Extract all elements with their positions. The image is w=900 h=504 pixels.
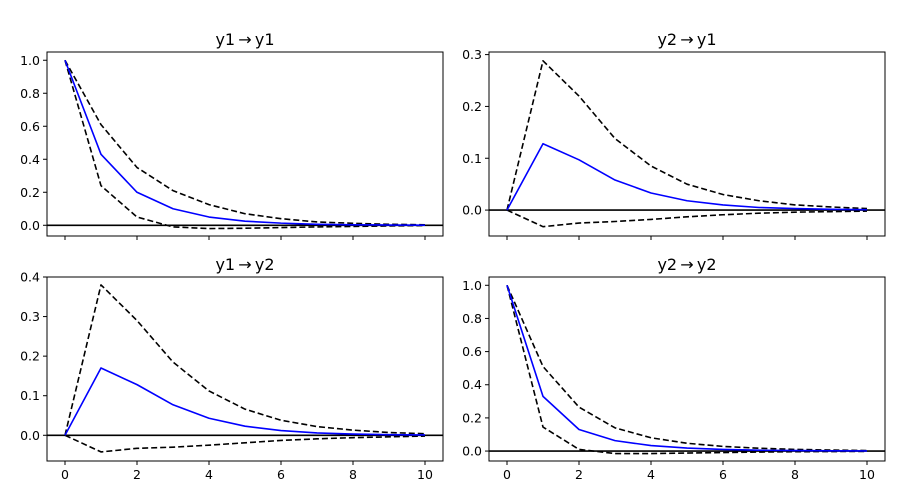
x-tick-label: 4 xyxy=(647,467,655,482)
panel-title: y1 → y1 xyxy=(215,30,274,49)
x-tick-label: 4 xyxy=(205,467,213,482)
x-tick-label: 10 xyxy=(417,467,433,482)
y-tick-label: 0.0 xyxy=(20,218,40,233)
series-lower xyxy=(506,285,868,455)
y-tick-label: 0.1 xyxy=(462,151,482,166)
y-tick-label: 0.2 xyxy=(462,99,482,114)
irf-panel-0: y1 → y1 0.0 0.2 0.4 0.6 0.8 1.0 xyxy=(20,30,444,240)
y-tick-label: 0.0 xyxy=(462,444,482,459)
y-tick-label: 0.8 xyxy=(20,86,40,101)
y-tick-label: 0.0 xyxy=(20,428,40,443)
y-tick-label: 0.4 xyxy=(20,270,40,285)
y-tick-label: 0.6 xyxy=(20,119,40,134)
series-upper xyxy=(506,60,868,211)
x-tick-label: 0 xyxy=(61,467,69,482)
y-tick-label: 0.0 xyxy=(462,203,482,218)
panel-title: y2 → y1 xyxy=(657,30,716,49)
series-lower xyxy=(64,60,426,230)
irf-panel-3: y2 → y2 0.0 0.2 0.4 0.6 0.8 1.0 0 2 4 6 8 10 xyxy=(462,255,886,482)
series-irf xyxy=(506,142,868,211)
y-tick-label: 1.0 xyxy=(462,278,482,293)
series-upper xyxy=(64,59,426,226)
x-tick-label: 6 xyxy=(719,467,727,482)
series-upper xyxy=(64,284,426,436)
series-lower xyxy=(506,209,868,228)
y-tick-label: 0.2 xyxy=(462,410,482,425)
axes-frame xyxy=(46,51,444,237)
y-tick-label: 0.4 xyxy=(462,377,482,392)
series-upper xyxy=(506,284,868,452)
x-tick-label: 0 xyxy=(503,467,511,482)
panel-title: y1 → y2 xyxy=(215,255,274,274)
y-tick-label: 0.6 xyxy=(462,344,482,359)
irf-panel-1: y2 → y1 0.0 0.1 0.2 0.3 xyxy=(462,30,886,240)
y-tick-label: 1.0 xyxy=(20,53,40,68)
irf-panel-2: y1 → y2 0.0 0.1 0.2 0.3 0.4 0 2 4 6 8 10 xyxy=(20,255,444,482)
series-irf xyxy=(64,59,426,226)
x-tick-label: 2 xyxy=(133,467,141,482)
y-tick-label: 0.1 xyxy=(20,388,40,403)
series-irf xyxy=(64,367,426,436)
y-tick-label: 0.2 xyxy=(20,185,40,200)
x-tick-label: 8 xyxy=(791,467,799,482)
series-lower xyxy=(64,434,426,453)
axes-frame xyxy=(488,51,886,237)
y-tick-label: 0.3 xyxy=(20,309,40,324)
panel-title: y2 → y2 xyxy=(657,255,716,274)
y-tick-label: 0.8 xyxy=(462,311,482,326)
x-tick-label: 8 xyxy=(349,467,357,482)
y-tick-label: 0.4 xyxy=(20,152,40,167)
series-irf xyxy=(506,285,868,452)
axes-frame xyxy=(488,276,886,462)
x-tick-label: 2 xyxy=(575,467,583,482)
y-tick-label: 0.2 xyxy=(20,349,40,364)
axes-frame xyxy=(46,276,444,462)
x-tick-label: 10 xyxy=(859,467,875,482)
y-tick-label: 0.3 xyxy=(462,47,482,62)
x-tick-label: 6 xyxy=(277,467,285,482)
